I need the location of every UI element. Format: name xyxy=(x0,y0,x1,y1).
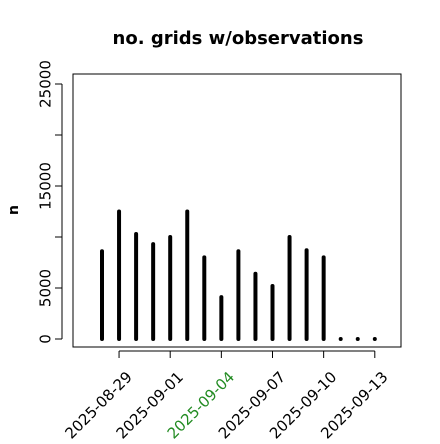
bar-2025-09-12 xyxy=(355,337,360,341)
plot-frame xyxy=(72,73,402,348)
bar-2025-09-11 xyxy=(338,337,343,341)
y-tick-label-5000: 5000 xyxy=(37,269,55,307)
bars-layer xyxy=(100,209,377,341)
y-tick-label-25000: 25000 xyxy=(37,60,55,108)
y-tick-label-0: 0 xyxy=(37,334,55,344)
y-axis: 0 5000 15000 25000 xyxy=(37,60,63,344)
y-axis-label: n xyxy=(6,205,22,215)
y-tick-label-15000: 15000 xyxy=(37,162,55,210)
x-axis: 2025-08-292025-09-012025-09-042025-09-07… xyxy=(61,350,392,442)
bar-2025-09-13 xyxy=(372,337,377,341)
chart-title: no. grids w/observations xyxy=(113,28,364,49)
